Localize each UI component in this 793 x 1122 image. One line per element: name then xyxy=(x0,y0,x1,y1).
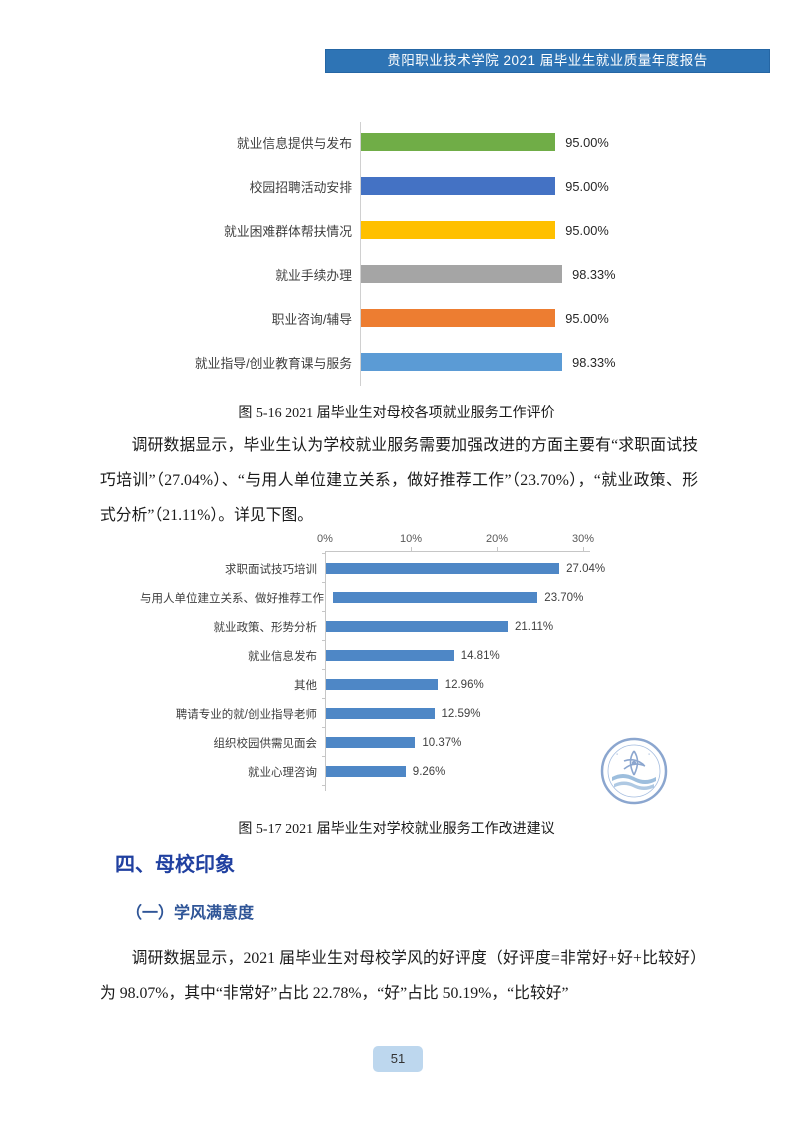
category-label: 就业手续办理 xyxy=(275,267,352,283)
category-label: 校园招聘活动安排 xyxy=(249,179,352,195)
x-tick-label-10: 10% xyxy=(399,533,423,545)
bar xyxy=(333,592,538,603)
section-heading-alma-mater-impression: 四、母校印象 xyxy=(115,854,235,876)
value-label: 98.33% xyxy=(572,354,616,370)
svg-text:●: ● xyxy=(616,752,618,756)
axis-tick xyxy=(497,547,498,551)
chart2-category-axis-line xyxy=(325,551,326,791)
school-seal-watermark-icon: ● ● xyxy=(600,737,668,805)
bar xyxy=(361,309,556,327)
bar xyxy=(326,766,406,777)
value-label: 23.70% xyxy=(544,591,584,604)
chart-row: 就业困难群体帮扶情况 95.00% xyxy=(100,208,660,252)
bar xyxy=(361,265,563,283)
bar xyxy=(326,679,438,690)
axis-tick xyxy=(583,547,584,551)
figure-5-16-caption: 图 5-16 2021 届毕业生对母校各项就业服务工作评价 xyxy=(238,406,555,421)
x-tick-label-20: 20% xyxy=(485,533,509,545)
svg-text:●: ● xyxy=(648,752,650,756)
value-label: 95.00% xyxy=(565,310,609,326)
chart-row: 就业手续办理 98.33% xyxy=(100,252,660,296)
axis-tick xyxy=(411,547,412,551)
chart-row: 其他 12.96% xyxy=(140,670,660,699)
value-label: 95.00% xyxy=(565,222,609,238)
chart-row: 校园招聘活动安排 95.00% xyxy=(100,164,660,208)
chart-row: 就业信息发布 14.81% xyxy=(140,641,660,670)
chart-service-evaluation: 就业信息提供与发布 95.00% 校园招聘活动安排 95.00% 就业困难群体帮扶情况 9… xyxy=(100,120,660,386)
bar xyxy=(361,177,556,195)
chart-row: 求职面试技巧培训 27.04% xyxy=(140,554,660,583)
chart1-category-axis-line xyxy=(360,122,361,386)
bar xyxy=(361,353,563,371)
paragraph-study-atmosphere-stats: 调研数据显示，2021 届毕业生对母校学风的好评度（好评度=非常好+好+比较好）… xyxy=(100,950,698,1003)
value-label: 12.59% xyxy=(441,707,481,720)
category-label: 就业信息提供与发布 xyxy=(236,135,352,151)
chart-row: 与用人单位建立关系、做好推荐工作 23.70% xyxy=(140,583,660,612)
value-label: 27.04% xyxy=(566,562,606,575)
chart-row: 就业政策、形势分析 21.11% xyxy=(140,612,660,641)
value-label: 9.26% xyxy=(412,765,446,778)
chart-row: 职业咨询/辅导 95.00% xyxy=(100,296,660,340)
category-label: 求职面试技巧培训 xyxy=(225,563,317,576)
chart-row: 就业信息提供与发布 95.00% xyxy=(100,120,660,164)
category-label: 就业心理咨询 xyxy=(248,766,317,779)
category-label: 就业政策、形势分析 xyxy=(213,621,318,634)
chart-row: 就业心理咨询 9.26% xyxy=(140,757,660,786)
value-label: 95.00% xyxy=(565,134,609,150)
x-tick-label-30: 30% xyxy=(571,533,595,545)
chart2-value-axis-line xyxy=(325,551,590,552)
category-label: 与用人单位建立关系、做好推荐工作 xyxy=(140,592,324,605)
bar xyxy=(326,563,560,574)
category-label: 就业信息发布 xyxy=(248,650,317,663)
chart2-bars: 求职面试技巧培训 27.04% 与用人单位建立关系、做好推荐工作 23.70% 就业政策… xyxy=(140,554,660,786)
bar xyxy=(326,650,454,661)
value-label: 14.81% xyxy=(460,649,500,662)
chart-row: 就业指导/创业教育课与服务 98.33% xyxy=(100,340,660,384)
bar xyxy=(361,133,556,151)
chart-row: 组织校园供需见面会 10.37% xyxy=(140,728,660,757)
chart-improvement-suggestions: 0% 10% 20% 30% 求职面试技巧培训 27.04% 与用人单位建立关系、做… xyxy=(140,528,660,794)
value-label: 21.11% xyxy=(515,620,554,633)
chart2-category-ticks xyxy=(322,553,325,791)
category-label: 聘请专业的就/创业指导老师 xyxy=(175,708,317,721)
bar xyxy=(326,621,508,632)
page-header-title: 贵阳职业技术学院 2021 届毕业生就业质量年度报告 xyxy=(325,49,770,73)
subsection-heading-study-atmosphere: （一）学风满意度 xyxy=(126,905,255,922)
bar xyxy=(326,708,435,719)
bar xyxy=(361,221,556,239)
category-label: 其他 xyxy=(294,679,317,692)
paragraph-improvement-overview: 调研数据显示，毕业生认为学校就业服务需要加强改进的方面主要有“求职面试技巧培训”… xyxy=(100,437,698,525)
category-label: 组织校园供需见面会 xyxy=(213,737,318,750)
bar xyxy=(326,737,416,748)
category-label: 就业困难群体帮扶情况 xyxy=(224,223,352,239)
category-label: 就业指导/创业教育课与服务 xyxy=(194,355,352,371)
figure-5-17-caption: 图 5-17 2021 届毕业生对学校就业服务工作改进建议 xyxy=(238,822,555,837)
value-label: 10.37% xyxy=(422,736,462,749)
value-label: 95.00% xyxy=(565,178,609,194)
page-number-badge: 51 xyxy=(373,1046,423,1072)
value-label: 12.96% xyxy=(444,678,484,691)
value-label: 98.33% xyxy=(572,266,616,282)
category-label: 职业咨询/辅导 xyxy=(271,311,352,327)
x-tick-label-0: 0% xyxy=(317,533,333,545)
chart-row: 聘请专业的就/创业指导老师 12.59% xyxy=(140,699,660,728)
